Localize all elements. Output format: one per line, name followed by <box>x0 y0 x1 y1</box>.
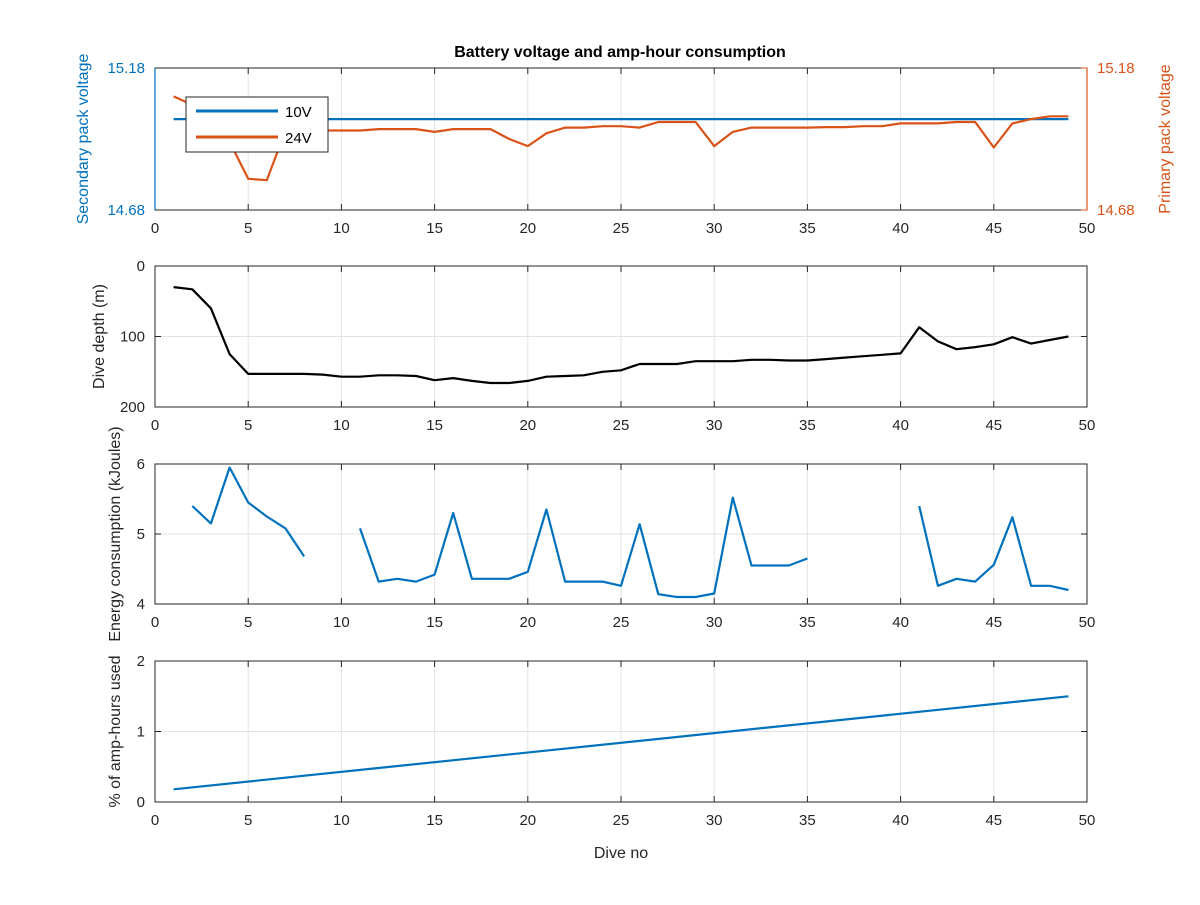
panel-4: 0 5 10 15 20 25 30 35 40 45 50 0 1 2 % of amp-hours us… <box>107 653 1095 862</box>
x-tick-label: 25 <box>613 614 630 631</box>
x-tick-label: 10 <box>333 812 350 829</box>
x-tick-label: 35 <box>799 614 816 631</box>
x-tick-label: 35 <box>799 812 816 829</box>
y-tick-label: 6 <box>137 456 145 473</box>
x-tick-label: 45 <box>985 812 1002 829</box>
x-tick-label: 40 <box>892 614 909 631</box>
y-tick-label: 5 <box>137 526 145 543</box>
x-tick-label: 20 <box>519 614 536 631</box>
x-tick-label: 10 <box>333 220 350 237</box>
x-tick-label: 50 <box>1079 220 1096 237</box>
x-tick-label: 25 <box>613 220 630 237</box>
x-tick-label: 0 <box>151 417 159 434</box>
x-axis-label: Dive no <box>594 845 648 862</box>
x-tick-label: 15 <box>426 614 443 631</box>
x-tick-label: 45 <box>985 220 1002 237</box>
x-tick-label: 5 <box>244 614 252 631</box>
x-tick-label: 45 <box>985 614 1002 631</box>
x-tick-label: 25 <box>613 812 630 829</box>
x-tick-label: 20 <box>519 220 536 237</box>
y-tick-label: 14.68 <box>107 202 145 219</box>
x-tick-label: 40 <box>892 417 909 434</box>
y-tick-label: 4 <box>137 596 145 613</box>
x-tick-label: 10 <box>333 417 350 434</box>
y-tick-label: 15.18 <box>107 60 145 77</box>
x-tick-label: 20 <box>519 417 536 434</box>
x-tick-label: 5 <box>244 812 252 829</box>
x-tick-label: 15 <box>426 812 443 829</box>
legend-label: 10V <box>285 104 312 121</box>
x-tick-label: 5 <box>244 220 252 237</box>
y-tick-label: 2 <box>137 653 145 670</box>
x-tick-label: 25 <box>613 417 630 434</box>
x-tick-label: 50 <box>1079 614 1096 631</box>
x-tick-label: 50 <box>1079 812 1096 829</box>
legend-box <box>185 96 329 153</box>
x-tick-label: 15 <box>426 220 443 237</box>
x-tick-label: 5 <box>244 417 252 434</box>
y-axis-label-right: Primary pack voltage <box>1157 64 1174 213</box>
x-tick-label: 0 <box>151 220 159 237</box>
y-tick-label: 200 <box>120 399 145 416</box>
x-tick-label: 30 <box>706 614 723 631</box>
x-tick-label: 35 <box>799 220 816 237</box>
x-tick-label: 10 <box>333 614 350 631</box>
x-tick-label: 0 <box>151 614 159 631</box>
x-tick-label: 30 <box>706 417 723 434</box>
y-tick-label-right: 14.68 <box>1097 202 1135 219</box>
x-tick-label: 30 <box>706 812 723 829</box>
y-axis-label: Dive depth (m) <box>91 284 108 389</box>
y-tick-label: 0 <box>137 258 145 275</box>
x-tick-label: 35 <box>799 417 816 434</box>
y-tick-label: 100 <box>120 329 145 346</box>
x-tick-label: 40 <box>892 220 909 237</box>
legend: 10V 24V <box>185 96 329 153</box>
y-tick-label-right: 15.18 <box>1097 60 1135 77</box>
x-tick-label: 0 <box>151 812 159 829</box>
x-tick-label: 30 <box>706 220 723 237</box>
series-line-1 <box>173 286 1069 385</box>
y-axis-label: Secondary pack voltage <box>75 54 92 225</box>
x-tick-label: 50 <box>1079 417 1096 434</box>
series-line-1 <box>191 466 1069 599</box>
x-tick-label: 15 <box>426 417 443 434</box>
figure-title: Battery voltage and amp-hour consumption <box>454 44 786 61</box>
y-tick-label: 0 <box>137 794 145 811</box>
x-tick-label: 40 <box>892 812 909 829</box>
y-axis-label: Energy consumption (kJoules) <box>107 426 124 641</box>
x-tick-label: 45 <box>985 417 1002 434</box>
y-tick-label: 1 <box>137 724 145 741</box>
legend-label: 24V <box>285 130 312 147</box>
y-axis-label: % of amp-hours used <box>107 655 124 807</box>
panel-2: 0 5 10 15 20 25 30 35 40 45 50 0 100 200 Dive depth (m… <box>91 258 1095 434</box>
panel-1: 0 5 10 15 20 25 30 35 40 45 5014.6815.1814.6815.18… <box>75 54 1174 237</box>
x-tick-label: 20 <box>519 812 536 829</box>
series-line-1 <box>173 695 1069 791</box>
